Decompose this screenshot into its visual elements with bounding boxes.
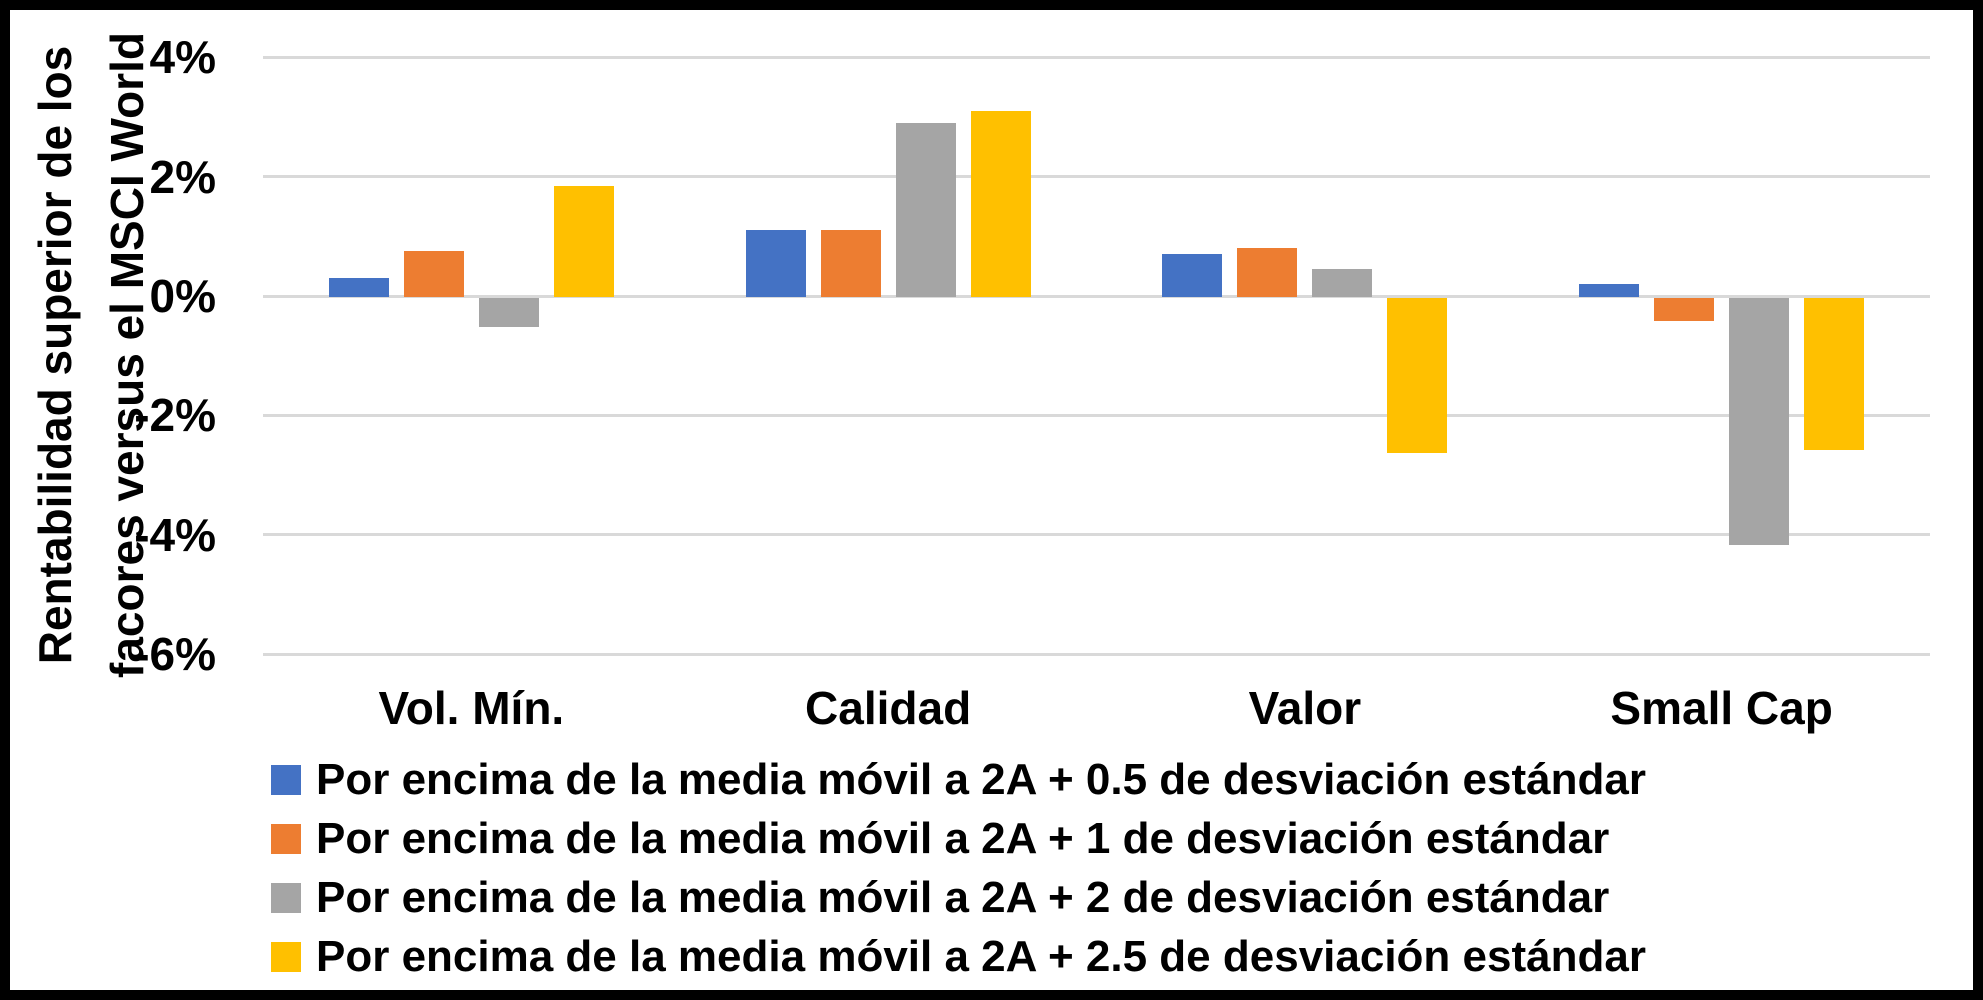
bar-valor-series-3 — [1312, 269, 1373, 298]
y-axis-title: Rentabilidad superior de los facores ver… — [19, 25, 169, 685]
bar-vol-m-n--series-4 — [553, 185, 614, 298]
x-category-label: Valor — [1248, 682, 1362, 734]
bar-calidad-series-2 — [820, 230, 881, 298]
legend-swatch-icon — [271, 764, 301, 795]
bar-vol-m-n--series-2 — [403, 251, 464, 298]
bar-valor-series-2 — [1237, 248, 1298, 298]
gridline — [263, 294, 1930, 298]
gridline — [263, 413, 1930, 417]
legend-item: Por encima de la media móvil a 2A + 1 de… — [271, 809, 1646, 868]
y-tick-label: 0% — [149, 270, 216, 322]
legend-swatch-icon — [271, 823, 301, 854]
gridline — [263, 175, 1930, 179]
gridline — [263, 533, 1930, 537]
bar-valor-series-4 — [1387, 297, 1448, 453]
gridline — [263, 55, 1930, 59]
y-tick-label: -4% — [134, 508, 216, 561]
bar-valor-series-1 — [1162, 254, 1223, 298]
legend-label: Por encima de la media móvil a 2A + 2.5 … — [316, 931, 1646, 981]
bar-calidad-series-3 — [895, 122, 956, 298]
bar-small-cap-series-2 — [1654, 297, 1715, 322]
legend-item: Por encima de la media móvil a 2A + 0.5 … — [271, 750, 1646, 809]
legend-item: Por encima de la media móvil a 2A + 2.5 … — [271, 927, 1646, 986]
y-tick-label: 4% — [149, 31, 216, 84]
y-axis-title-line-2: facores versus el MSCI World — [101, 32, 153, 678]
x-category-label: Small Cap — [1610, 682, 1833, 734]
y-axis-title-line-1: Rentabilidad superior de los — [29, 45, 81, 665]
legend-swatch-icon — [271, 882, 301, 913]
y-tick-label: -6% — [134, 628, 216, 681]
bar-calidad-series-4 — [970, 110, 1031, 298]
y-tick-label: -2% — [134, 389, 216, 442]
y-tick-label: 2% — [149, 150, 216, 203]
bar-small-cap-series-4 — [1804, 297, 1865, 450]
legend-label: Por encima de la media móvil a 2A + 2 de… — [316, 872, 1610, 922]
legend-swatch-icon — [271, 941, 301, 972]
x-category-label: Vol. Mín. — [378, 682, 565, 734]
bar-calidad-series-1 — [745, 230, 806, 298]
x-category-label: Calidad — [805, 682, 972, 734]
gridline — [263, 652, 1930, 656]
legend-label: Por encima de la media móvil a 2A + 0.5 … — [316, 754, 1646, 804]
legend-label: Por encima de la media móvil a 2A + 1 de… — [316, 813, 1610, 863]
bar-vol-m-n--series-3 — [478, 297, 539, 328]
legend-item: Por encima de la media móvil a 2A + 2 de… — [271, 868, 1646, 927]
bar-vol-m-n--series-1 — [328, 278, 389, 298]
bar-small-cap-series-3 — [1729, 297, 1790, 546]
bar-small-cap-series-1 — [1579, 284, 1640, 298]
legend: Por encima de la media móvil a 2A + 0.5 … — [271, 750, 1646, 986]
